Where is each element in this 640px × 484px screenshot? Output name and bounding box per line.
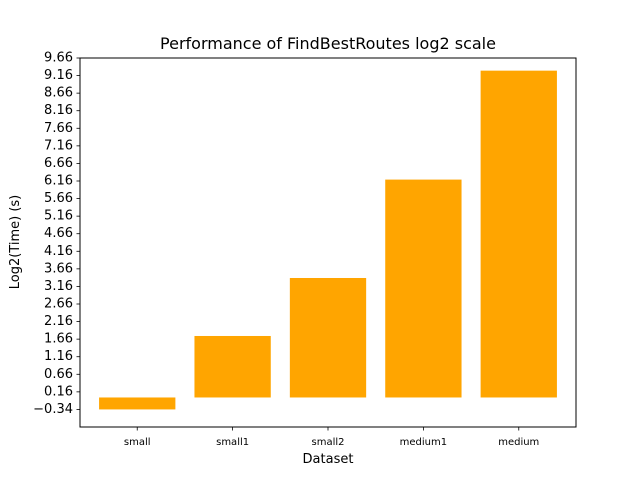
y-tick-label: 6.16 (44, 174, 73, 189)
bar-medium1 (385, 179, 462, 398)
y-axis: −0.34 0.16 0.66 1.16 1.66 2.16 2.66 3.16 3.66 4.1… (33, 51, 80, 417)
y-tick-label: 7.16 (44, 138, 73, 153)
y-tick-label: 3.16 (44, 279, 73, 294)
x-axis: small small1 small2 medium1 medium (124, 427, 539, 448)
y-tick-label: 0.66 (44, 367, 73, 382)
y-tick-label: 2.66 (44, 297, 73, 312)
y-tick-label: 1.16 (44, 349, 73, 364)
y-tick-label: 3.66 (44, 261, 73, 276)
chart-title: Performance of FindBestRoutes log2 scale (160, 34, 496, 53)
y-tick-label: 9.66 (44, 51, 73, 66)
plot-frame (79, 57, 577, 428)
x-tick-label: small1 (216, 437, 249, 448)
y-tick-label: 8.66 (44, 86, 73, 101)
bar-small (99, 397, 176, 410)
y-tick-label: 4.66 (44, 226, 73, 241)
x-tick-label: small2 (312, 437, 345, 448)
x-axis-label: Dataset (303, 452, 354, 467)
bars-group (99, 70, 557, 410)
y-tick-label: 6.66 (44, 156, 73, 171)
x-tick-label: medium (498, 437, 539, 448)
y-tick-label: 9.16 (44, 68, 73, 83)
y-tick-label: 4.16 (44, 244, 73, 259)
bar-small1 (194, 335, 271, 398)
y-axis-label: Log2(Time) (s) (8, 195, 23, 290)
x-tick-label: small (124, 437, 151, 448)
bar-medium (480, 70, 557, 398)
y-tick-label: 2.16 (44, 314, 73, 329)
y-tick-label: 5.66 (44, 191, 73, 206)
x-tick-label: medium1 (400, 437, 447, 448)
y-tick-label: −0.34 (33, 402, 73, 417)
y-tick-label: 1.66 (44, 332, 73, 347)
y-tick-label: 8.16 (44, 103, 73, 118)
y-tick-label: 7.66 (44, 121, 73, 136)
bar-small2 (289, 277, 367, 398)
y-tick-label: 0.16 (44, 384, 73, 399)
y-tick-label: 5.16 (44, 209, 73, 224)
